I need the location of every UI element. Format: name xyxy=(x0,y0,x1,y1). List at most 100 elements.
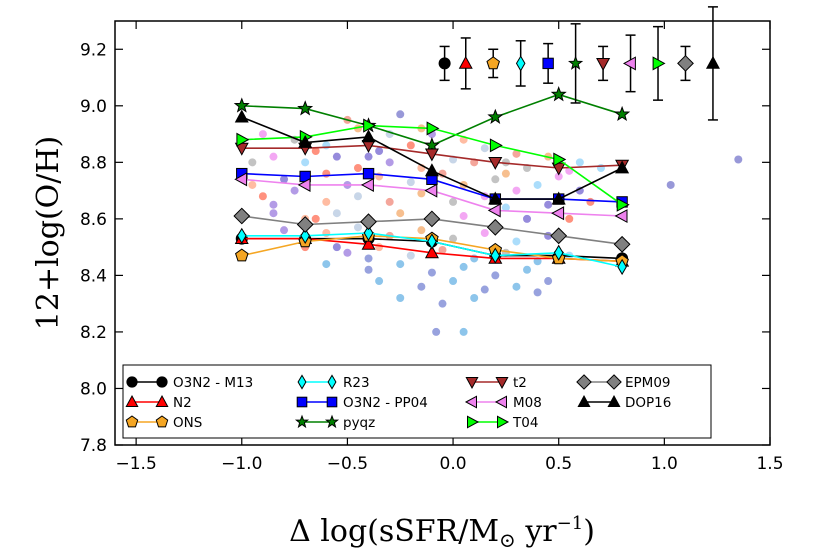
errorbar-marker xyxy=(486,56,500,70)
scatter-point xyxy=(491,175,500,184)
errorbar-t2 xyxy=(596,45,611,82)
scatter-point xyxy=(396,294,405,303)
data-point xyxy=(361,236,376,250)
data-point xyxy=(424,163,439,177)
errorbar-marker xyxy=(677,54,694,72)
data-point xyxy=(234,109,249,123)
scatter-point xyxy=(586,197,595,206)
data-point xyxy=(362,167,375,180)
x-tick-label: 0.0 xyxy=(440,454,467,474)
legend-marker xyxy=(576,374,592,390)
errorbar-m08 xyxy=(622,34,636,93)
data-point xyxy=(297,177,311,192)
errorbar-n2 xyxy=(458,37,473,90)
y-tick-label: 8.6 xyxy=(80,210,107,230)
scatter-point xyxy=(459,327,468,336)
x-tick-label: −0.5 xyxy=(327,454,368,474)
x-tick-label: 1.5 xyxy=(756,454,783,474)
legend-marker xyxy=(294,414,310,429)
data-point xyxy=(361,129,376,143)
legend-item-epm09: EPM09 xyxy=(576,374,671,391)
scatter-point xyxy=(290,186,299,195)
scatter-point xyxy=(248,158,257,167)
y-axis-label: 12+log(O/H) xyxy=(31,136,66,330)
scatter-point xyxy=(533,288,542,297)
scatter-point xyxy=(364,254,373,263)
scatter-point xyxy=(332,209,341,218)
scatter-point xyxy=(269,200,278,209)
legend-label: O3N2 - M13 xyxy=(173,375,253,391)
legend-item-o3n2-pp04: O3N2 - PP04 xyxy=(296,395,428,411)
scatter-point xyxy=(501,158,510,167)
legend-label: EPM09 xyxy=(625,375,671,391)
data-point xyxy=(363,224,374,242)
legend-marker xyxy=(297,374,307,390)
scatter-point xyxy=(417,282,426,291)
data-point xyxy=(360,177,374,192)
legend-label: ONS xyxy=(173,415,202,431)
scatter-point xyxy=(385,197,394,206)
data-point xyxy=(488,157,503,170)
errorbar-ons xyxy=(486,48,500,79)
scatter-point xyxy=(459,262,468,271)
scatter-point xyxy=(396,209,405,218)
data-point xyxy=(423,136,440,153)
y-tick-label: 8.2 xyxy=(80,323,107,343)
scatter-point xyxy=(533,257,542,266)
data-point xyxy=(233,97,250,113)
scatter-point xyxy=(459,212,468,221)
scatter-point xyxy=(544,200,553,209)
data-point xyxy=(553,152,567,167)
legend-marker xyxy=(465,377,479,390)
y-tick-label: 8.4 xyxy=(80,266,107,286)
axis-ticks: −1.5 −1.0 −0.5 0.0 0.5 1.0 1.5 7.8 8.0 8.2 8.4 8.6 8… xyxy=(80,21,784,474)
x-tick-label: −1.0 xyxy=(221,454,262,474)
scatter-point xyxy=(311,214,320,223)
scatter-point xyxy=(280,175,289,184)
scatter-point xyxy=(734,155,743,164)
errorbar-dop16 xyxy=(705,6,720,121)
scatter-point xyxy=(353,223,362,232)
errorbar-marker xyxy=(596,58,611,71)
legend-marker xyxy=(607,394,621,407)
scatter-point xyxy=(385,158,394,167)
data-point xyxy=(487,203,501,218)
scatter-point xyxy=(438,245,447,254)
legend-marker xyxy=(296,396,308,408)
scatter-point xyxy=(438,299,447,308)
scatter-point xyxy=(449,277,458,286)
data-point xyxy=(551,206,565,221)
scatter-point xyxy=(565,214,574,223)
data-point xyxy=(487,108,504,124)
scatter-point xyxy=(575,158,584,167)
data-point xyxy=(427,233,437,250)
scatter-point xyxy=(432,327,441,336)
legend-marker xyxy=(156,376,168,388)
data-point xyxy=(423,210,441,228)
errorbar-marker xyxy=(515,55,526,72)
legend-label: DOP16 xyxy=(625,395,671,411)
series-lines xyxy=(233,86,631,276)
scatter-point xyxy=(396,260,405,269)
legend-marker xyxy=(155,415,169,428)
errorbar-pyqz xyxy=(568,23,584,104)
scatter-point xyxy=(322,197,331,206)
scatter-point xyxy=(375,277,384,286)
data-point xyxy=(363,118,377,133)
data-point xyxy=(614,209,628,224)
data-point xyxy=(489,138,503,153)
scatter-point xyxy=(301,158,310,167)
legend-item-dop16: DOP16 xyxy=(577,394,671,411)
scatter-point xyxy=(406,251,415,260)
scatter-point xyxy=(596,163,605,172)
data-point xyxy=(617,258,627,276)
legend-item-m08: M08 xyxy=(464,395,542,411)
scatter-point xyxy=(269,152,278,161)
errorbar-marker xyxy=(438,57,451,70)
scatter-point xyxy=(544,277,553,286)
scatter-point xyxy=(396,110,405,119)
scatter-point xyxy=(480,144,489,153)
scatter-point xyxy=(427,268,436,277)
scatter-point xyxy=(512,186,521,195)
